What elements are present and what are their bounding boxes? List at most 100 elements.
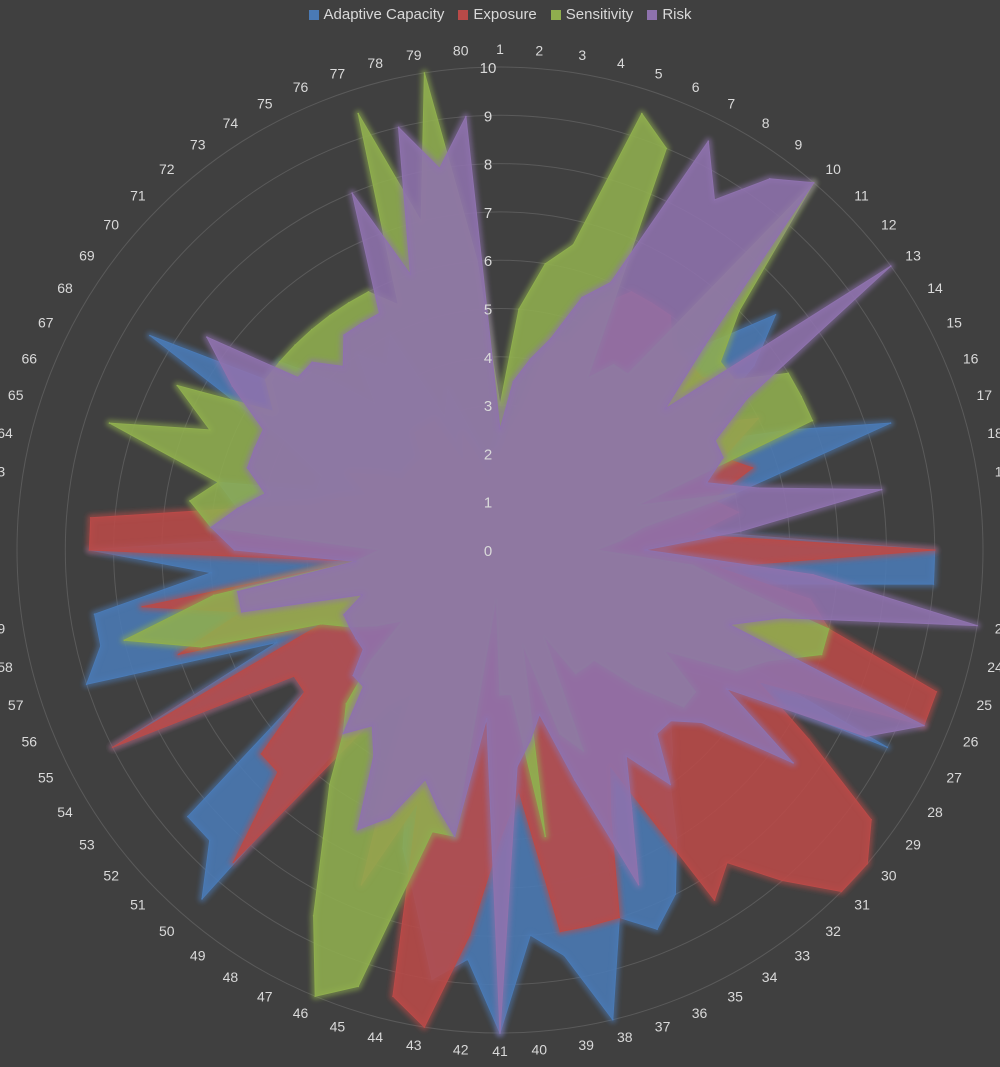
data-point-exposure-53 [303, 691, 306, 693]
category-label-75: 75 [257, 96, 273, 112]
data-point-risk-17 [705, 482, 708, 484]
data-point-risk-7 [707, 140, 710, 142]
legend-label-adaptive-capacity: Adaptive Capacity [323, 6, 445, 23]
category-label-4: 4 [617, 55, 625, 71]
data-point-risk-45 [424, 778, 427, 781]
data-point-risk-26 [923, 724, 925, 727]
data-point-sensitivity-39 [544, 835, 547, 837]
legend-label-sensitivity: Sensitivity [565, 6, 634, 23]
data-point-adaptive-capacity-68 [149, 334, 151, 337]
data-point-risk-52 [352, 674, 354, 677]
category-label-62: 62 [0, 503, 1, 519]
category-label-57: 57 [8, 697, 24, 713]
data-point-sensitivity-16 [811, 419, 814, 422]
category-label-11: 11 [854, 188, 869, 204]
data-point-adaptive-capacity-36 [656, 928, 658, 931]
data-point-risk-42 [485, 717, 488, 720]
category-label-66: 66 [22, 350, 38, 366]
category-label-42: 42 [453, 1042, 469, 1058]
data-point-exposure-51 [277, 771, 279, 773]
data-point-risk-23 [976, 624, 978, 627]
category-label-15: 15 [946, 315, 962, 331]
category-label-5: 5 [655, 66, 663, 82]
data-point-risk-80 [465, 115, 467, 118]
data-point-risk-21 [644, 549, 646, 551]
data-point-risk-66 [253, 447, 256, 450]
legend-item-risk: Risk [647, 6, 691, 23]
category-label-58: 58 [0, 659, 13, 675]
series-risk [203, 113, 981, 1037]
category-label-65: 65 [8, 387, 24, 403]
category-label-44: 44 [367, 1029, 383, 1045]
category-label-72: 72 [159, 161, 175, 177]
category-label-12: 12 [881, 217, 897, 233]
data-point-adaptive-capacity-42 [467, 958, 469, 961]
category-label-69: 69 [79, 248, 95, 264]
data-point-risk-34 [625, 755, 627, 757]
data-point-adaptive-capacity-50 [201, 898, 203, 900]
category-label-68: 68 [57, 280, 73, 296]
data-point-exposure-57 [177, 653, 180, 656]
data-point-adaptive-capacity-57 [85, 683, 88, 686]
data-point-risk-33 [669, 783, 672, 786]
data-point-adaptive-capacity-40 [529, 934, 532, 936]
legend: Adaptive Capacity Exposure Sensitivity R… [0, 6, 1000, 23]
category-label-71: 71 [130, 188, 146, 204]
data-point-sensitivity-75 [367, 291, 370, 293]
category-label-54: 54 [57, 804, 73, 820]
data-point-risk-30 [701, 721, 703, 724]
data-point-risk-4 [549, 337, 552, 340]
legend-item-sensitivity: Sensitivity [550, 6, 634, 23]
data-point-risk-1 [499, 428, 501, 431]
data-point-risk-22 [812, 573, 814, 576]
data-point-exposure-55 [111, 746, 114, 749]
data-point-exposure-30 [866, 862, 869, 865]
data-point-risk-6 [610, 281, 612, 284]
data-point-risk-50 [342, 732, 345, 735]
data-point-risk-60 [354, 560, 357, 563]
data-point-risk-78 [397, 126, 400, 129]
data-point-risk-61 [233, 549, 236, 551]
category-label-25: 25 [977, 697, 993, 713]
data-point-risk-75 [378, 312, 381, 315]
data-point-exposure-21 [933, 549, 936, 551]
data-point-risk-53 [362, 648, 365, 651]
category-label-18: 18 [987, 425, 1000, 441]
tick-label-4: 4 [484, 350, 492, 367]
data-point-sensitivity-65 [108, 422, 111, 424]
data-point-adaptive-capacity-51 [208, 839, 211, 842]
legend-label-exposure: Exposure [473, 6, 537, 23]
data-point-risk-49 [371, 725, 374, 727]
data-point-risk-31 [670, 720, 672, 722]
data-point-sensitivity-49 [328, 783, 331, 786]
data-point-sensitivity-72 [311, 328, 313, 331]
data-point-risk-10 [812, 181, 815, 184]
data-point-exposure-43 [423, 1026, 426, 1028]
legend-swatch-adaptive-capacity [308, 9, 319, 20]
tick-label-1: 1 [484, 495, 492, 512]
data-point-risk-11 [704, 344, 706, 346]
data-point-risk-76 [351, 192, 353, 194]
data-point-risk-67 [262, 428, 265, 431]
data-point-risk-68 [231, 385, 234, 387]
category-label-45: 45 [330, 1019, 346, 1035]
data-point-exposure-29 [870, 818, 872, 821]
data-point-risk-79 [438, 167, 441, 170]
category-label-41: 41 [492, 1043, 508, 1059]
category-label-7: 7 [727, 96, 735, 112]
data-point-exposure-37 [618, 916, 621, 919]
category-label-28: 28 [927, 804, 943, 820]
data-point-risk-35 [630, 807, 633, 809]
data-point-sensitivity-11 [738, 310, 740, 312]
data-point-exposure-52 [260, 753, 263, 755]
data-point-risk-24 [781, 616, 783, 619]
data-point-risk-58 [240, 611, 243, 613]
tick-label-5: 5 [484, 302, 492, 319]
category-label-55: 55 [38, 769, 54, 785]
data-point-exposure-62 [89, 517, 92, 519]
data-point-exposure-33 [726, 861, 728, 864]
category-label-13: 13 [905, 248, 921, 264]
data-point-risk-15 [714, 439, 716, 442]
data-point-risk-77 [409, 273, 412, 276]
